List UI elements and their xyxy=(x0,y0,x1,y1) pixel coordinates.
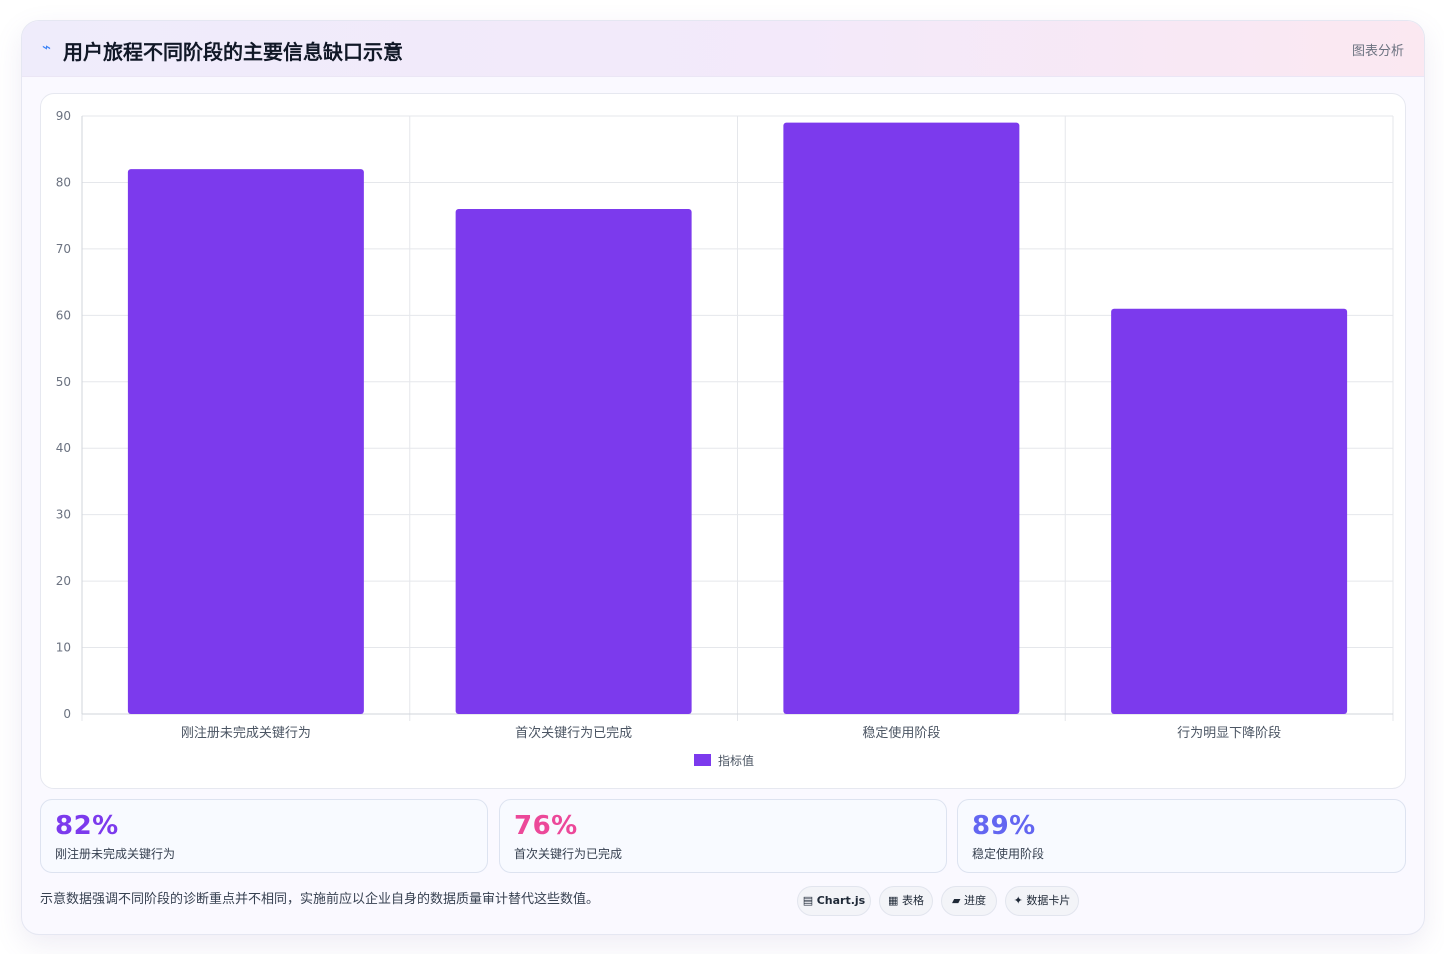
stat-value: 76% xyxy=(514,811,578,841)
chip-label: 进度 xyxy=(963,894,986,907)
y-tick-label: 30 xyxy=(56,508,71,522)
footnote: 示意数据强调不同阶段的诊断重点并不相同，实施前应以企业自身的数据质量审计替代这些… xyxy=(40,892,600,907)
bar xyxy=(127,169,364,715)
x-tick-label: 首次关键行为已完成 xyxy=(515,725,632,741)
y-tick-label: 0 xyxy=(63,707,71,721)
progress-icon: ▰ xyxy=(952,894,961,907)
y-tick-label: 50 xyxy=(56,375,71,389)
trend-icon: ⌁ xyxy=(42,38,52,56)
y-tick-label: 60 xyxy=(56,308,71,322)
chip-label: Chart.js xyxy=(816,894,866,907)
stat-card-2: 76% 首次关键行为已完成 xyxy=(499,799,947,873)
bar xyxy=(783,122,1020,715)
stat-value: 82% xyxy=(55,811,119,841)
bar-chart: 0 10 20 30 40 50 60 70 80 90 刚注册未完成关键行为 首次关键行为已完成 稳定… xyxy=(56,109,1394,768)
chip-progress[interactable]: ▰ 进度 xyxy=(941,886,997,916)
chip-table[interactable]: ▦ 表格 xyxy=(879,886,933,916)
bar xyxy=(455,209,692,714)
chip-data-card[interactable]: ✦ 数据卡片 xyxy=(1005,886,1079,916)
stat-card-3: 89% 稳定使用阶段 xyxy=(957,799,1406,873)
chart-panel: 0 10 20 30 40 50 60 70 80 90 刚注册未完成关键行为 首次关键行为已完成 稳定… xyxy=(40,93,1406,789)
stat-card-1: 82% 刚注册未完成关键行为 xyxy=(40,799,488,873)
x-tick-label: 稳定使用阶段 xyxy=(862,725,940,741)
legend-swatch xyxy=(694,754,711,766)
section-tag: 图表分析 xyxy=(1351,44,1404,59)
legend-label: 指标值 xyxy=(718,753,754,768)
x-tick-label: 行为明显下降阶段 xyxy=(1177,726,1281,741)
chart-icon: ▤ xyxy=(802,894,814,907)
chip-label: 表格 xyxy=(901,894,924,907)
chip-label: 数据卡片 xyxy=(1026,894,1071,907)
y-tick-label: 80 xyxy=(56,175,71,189)
y-tick-label: 40 xyxy=(56,441,71,455)
sparkle-icon: ✦ xyxy=(1013,894,1023,907)
chip-chartjs[interactable]: ▤ Chart.js xyxy=(797,886,871,916)
stat-label: 首次关键行为已完成 xyxy=(514,847,623,861)
y-tick-label: 20 xyxy=(56,574,71,588)
page-title: 用户旅程不同阶段的主要信息缺口示意 xyxy=(63,40,403,64)
y-tick-label: 70 xyxy=(56,242,71,256)
table-icon: ▦ xyxy=(888,894,899,907)
x-tick-label: 刚注册未完成关键行为 xyxy=(181,726,311,741)
y-tick-label: 90 xyxy=(56,109,71,123)
y-tick-label: 10 xyxy=(56,641,71,655)
card-header: ⌁ 用户旅程不同阶段的主要信息缺口示意 图表分析 xyxy=(22,21,1424,77)
stat-value: 89% xyxy=(972,811,1036,841)
bar xyxy=(1111,308,1348,714)
stat-label: 刚注册未完成关键行为 xyxy=(55,847,176,861)
stat-label: 稳定使用阶段 xyxy=(972,847,1045,861)
chart-card: ⌁ 用户旅程不同阶段的主要信息缺口示意 图表分析 0 10 20 30 40 50 60 70… xyxy=(21,20,1425,935)
